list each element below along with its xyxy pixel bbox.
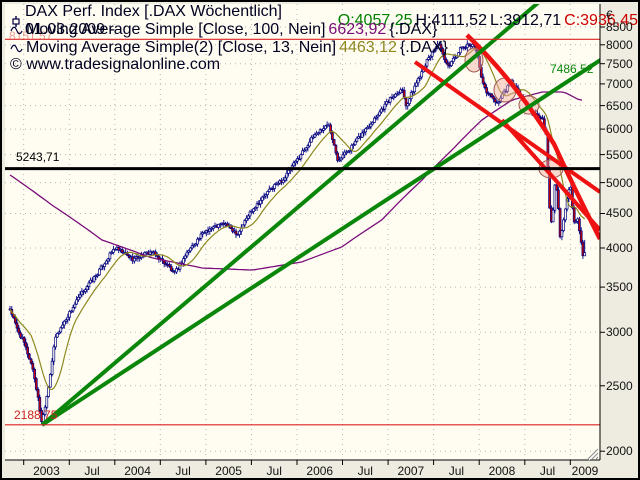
- legend-symbol-row: DAX Perf. Index [.DAX Wöchentlich] 01.03…: [10, 3, 638, 39]
- x-axis-label: Jul: [84, 464, 100, 478]
- legend-ma100-text: Moving Average Simple [Close, 100, Nein]: [26, 21, 326, 38]
- y-axis-label: 6500: [606, 98, 633, 113]
- legend-ma13-text: Moving Average Simple(2) [Close, 13, Nei…: [26, 39, 337, 56]
- legend-symbol-text: DAX Perf. Index [.DAX Wöchentlich] 01.03…: [25, 3, 282, 38]
- y-axis-label: 4500: [606, 206, 633, 221]
- legend-ma13-value: 4463,12: [339, 39, 397, 56]
- y-axis-label: 2000: [606, 444, 633, 459]
- green-trendline-value-label: 7486,52: [550, 62, 594, 76]
- resize-grip[interactable]: [585, 449, 599, 460]
- x-axis-label: 2008: [488, 464, 516, 478]
- y-axis-label: 6000: [606, 122, 633, 137]
- x-axis-label: 2009: [571, 464, 599, 478]
- y-axis-label: 8000: [606, 37, 633, 52]
- legend-ma100-suffix: {.DAX}: [389, 21, 438, 38]
- x-axis-label: 2005: [215, 464, 242, 478]
- legend-low-value: L:3912,71: [489, 12, 562, 29]
- y-axis-label: 2500: [606, 378, 633, 393]
- y-axis-label: 7000: [606, 76, 633, 91]
- plot-area[interactable]: [5, 4, 600, 460]
- y-axis-label: 5500: [606, 147, 633, 162]
- candlestick-icon: [12, 15, 20, 27]
- support-level-label: 2188,75: [14, 408, 58, 422]
- wave-icon: [10, 44, 23, 52]
- x-axis-label: Jul: [175, 464, 191, 478]
- copyright-text: © www.tradesignalonline.com: [10, 56, 221, 73]
- currency-symbol: €: [606, 8, 613, 22]
- y-axis-label: 3000: [606, 325, 633, 340]
- x-axis-label: Jul: [448, 464, 465, 478]
- copyright-label: © www.tradesignalonline.com: [10, 56, 220, 74]
- x-axis-label: Jul: [266, 464, 282, 478]
- x-axis-label: Jul: [357, 464, 373, 478]
- legend-ma100-row: Moving Average Simple [Close, 100, Nein]…: [10, 21, 437, 39]
- y-axis-label: 8500: [606, 19, 633, 34]
- y-axis-label: 5000: [606, 175, 633, 190]
- pivot-level-label: 5243,71: [16, 150, 60, 164]
- y-axis-label: 7500: [606, 56, 633, 71]
- legend-close-value: C:3936,45: [564, 12, 638, 29]
- legend-high-value: H:4111,52: [415, 12, 487, 29]
- x-axis-label: 2003: [33, 464, 60, 478]
- legend-open-value: O:4057,25: [337, 12, 413, 29]
- x-axis-label: 2004: [124, 464, 151, 478]
- y-axis-label: 4000: [606, 240, 633, 255]
- x-axis-label: 2006: [306, 464, 334, 478]
- legend-ma100-value: 6623,92: [328, 21, 387, 38]
- x-axis-label: 2007: [397, 464, 425, 478]
- wave-icon: [10, 26, 23, 34]
- x-axis-label: Jul: [539, 464, 556, 478]
- legend-ma13-suffix: {.DAX}: [399, 39, 448, 56]
- y-axis-label: 3500: [606, 280, 633, 295]
- legend-ma13-row: Moving Average Simple(2) [Close, 13, Nei…: [10, 39, 448, 57]
